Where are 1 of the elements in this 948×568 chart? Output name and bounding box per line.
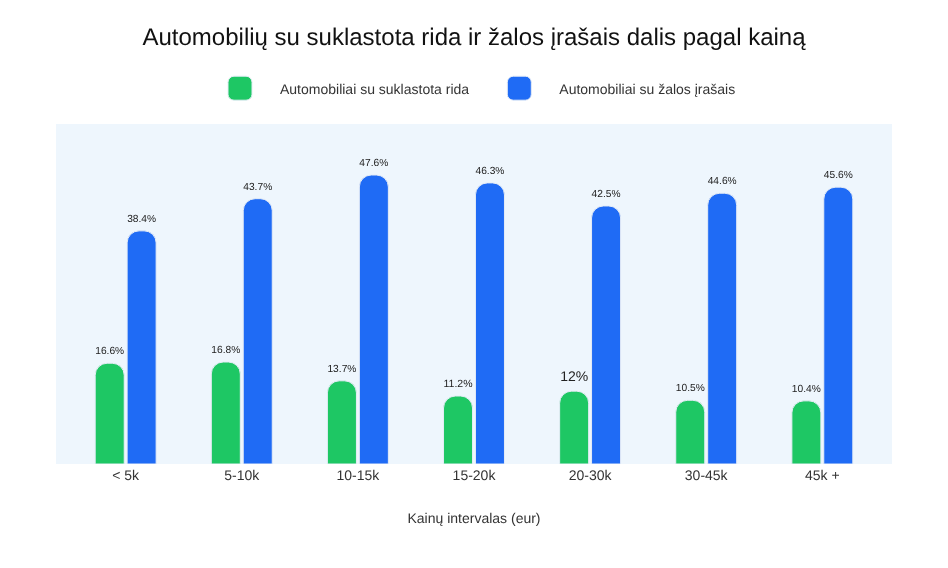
chart-title: Automobilių su suklastota rida ir žalos įrašais dalis pagal kainą bbox=[142, 23, 807, 52]
